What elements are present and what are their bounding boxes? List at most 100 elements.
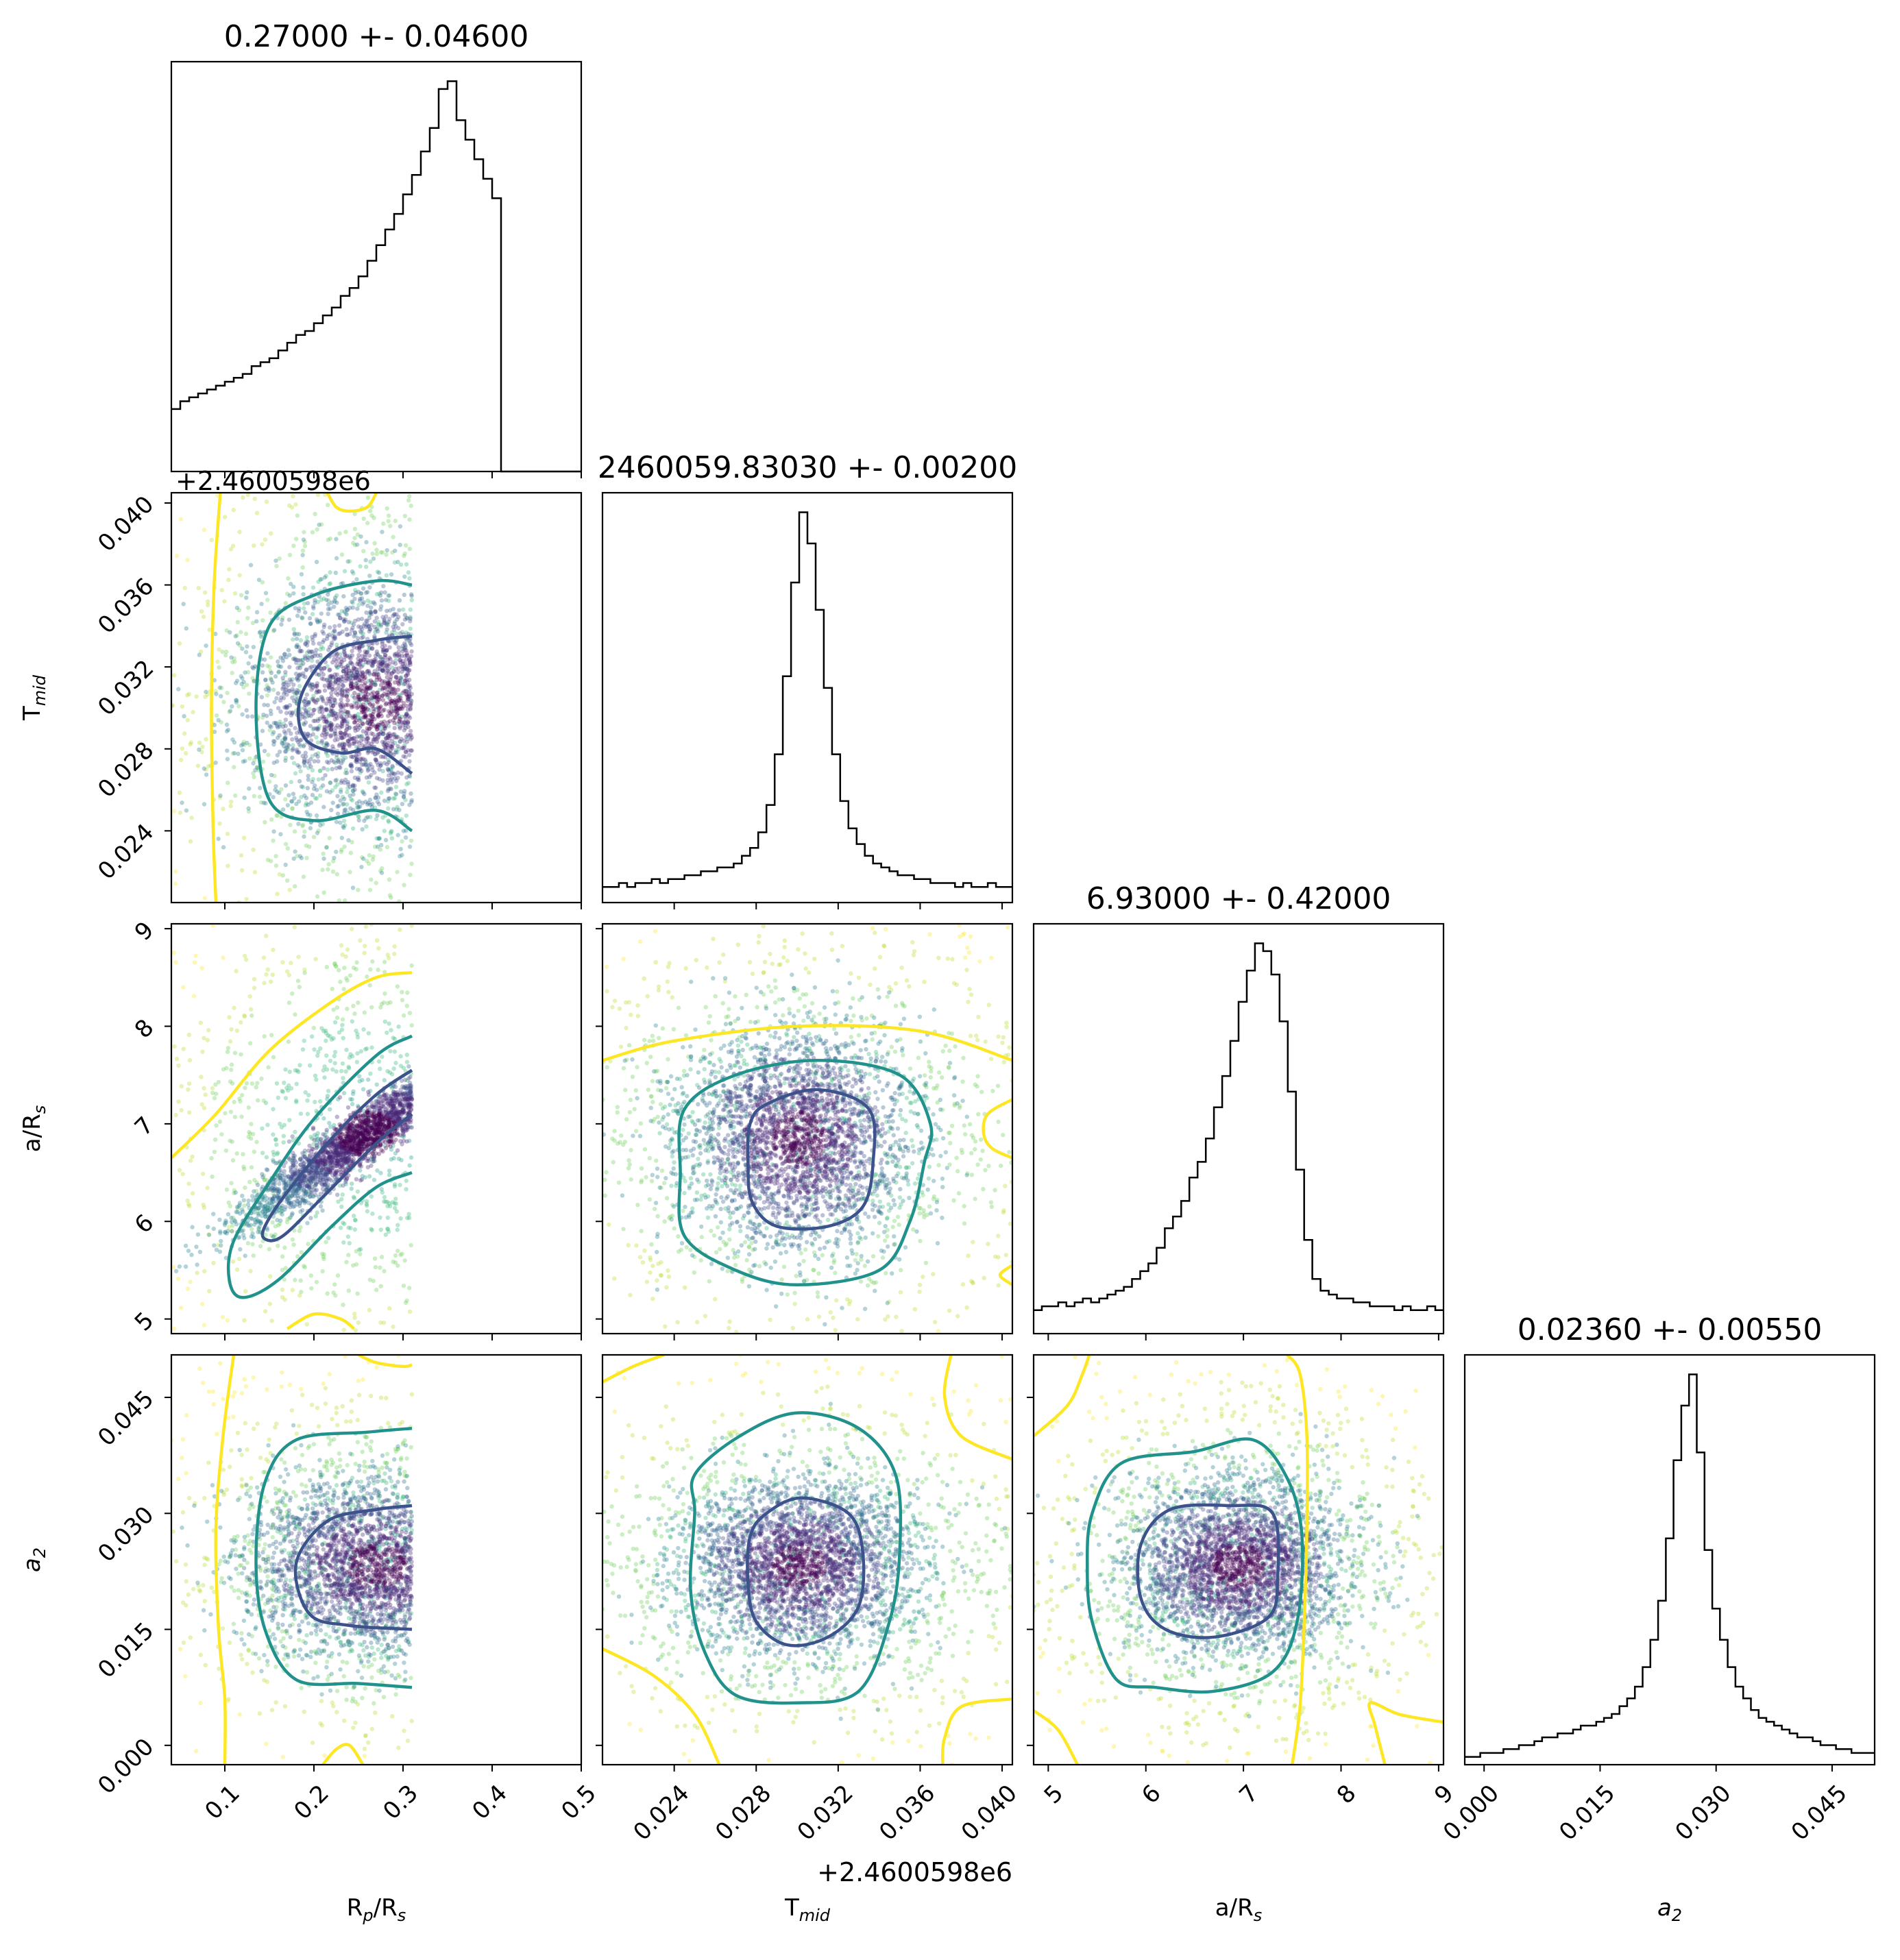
sample-point — [350, 885, 356, 890]
sample-point — [328, 674, 333, 679]
sample-point — [368, 626, 373, 632]
sample-point — [365, 815, 370, 820]
sample-point — [266, 1187, 271, 1192]
sample-point — [350, 668, 354, 674]
sample-point — [345, 1163, 350, 1168]
sample-point — [409, 1084, 413, 1089]
sample-point — [280, 1212, 284, 1217]
sample-point — [285, 846, 290, 851]
sample-point — [393, 1096, 398, 1101]
sample-point — [337, 662, 343, 667]
sample-point — [405, 680, 410, 685]
sample-point — [298, 1278, 303, 1283]
sample-point — [352, 645, 356, 650]
sample-point — [352, 526, 357, 531]
sample-point — [283, 1186, 288, 1190]
sample-point — [284, 711, 289, 715]
sample-point — [251, 761, 256, 766]
sample-point — [341, 818, 347, 824]
sample-point — [400, 1102, 404, 1107]
sample-point — [269, 1233, 274, 1238]
sample-point — [380, 668, 386, 674]
sample-point — [361, 1118, 365, 1123]
sample-point — [391, 624, 395, 629]
sample-point — [332, 1150, 337, 1155]
sample-point — [249, 1081, 254, 1086]
sample-point — [283, 724, 288, 728]
sample-point — [325, 634, 330, 639]
sample-point — [360, 670, 365, 675]
sample-point — [280, 1287, 285, 1293]
sample-point — [370, 646, 375, 651]
sample-point — [293, 1173, 297, 1177]
sample-point — [290, 1288, 295, 1293]
sample-point — [204, 644, 208, 648]
sample-point — [322, 1162, 327, 1167]
sample-point — [344, 1131, 349, 1136]
sample-point — [385, 767, 390, 772]
sample-point — [298, 658, 303, 663]
sample-point — [345, 789, 350, 795]
sample-point — [343, 1179, 348, 1185]
sample-point — [364, 618, 369, 623]
sample-point — [369, 659, 374, 664]
sample-point — [372, 681, 377, 686]
sample-point — [354, 718, 358, 723]
sample-point — [339, 735, 343, 740]
sample-point — [361, 706, 366, 711]
sample-point — [405, 667, 410, 672]
sample-point — [328, 1153, 332, 1159]
sample-point — [346, 1144, 352, 1150]
sample-point — [346, 1138, 352, 1144]
sample-point — [402, 648, 407, 652]
sample-point — [382, 1143, 387, 1149]
sample-point — [362, 687, 367, 691]
sample-point — [295, 665, 300, 670]
sample-point — [352, 634, 356, 639]
sample-point — [224, 728, 230, 734]
sample-point — [369, 1045, 374, 1050]
sample-point — [345, 711, 351, 716]
sample-point — [363, 924, 369, 929]
sample-point — [386, 1118, 391, 1123]
sample-point — [378, 1005, 383, 1010]
sample-point — [398, 1101, 403, 1106]
sample-point — [354, 759, 359, 765]
sample-point — [365, 660, 370, 665]
sample-point — [408, 1086, 413, 1090]
sample-point — [337, 1095, 343, 1100]
sample-point — [348, 631, 352, 637]
sample-point — [339, 849, 344, 855]
sample-point — [409, 503, 413, 509]
sample-point — [374, 1113, 378, 1118]
sample-point — [376, 622, 382, 628]
sample-point — [280, 873, 285, 878]
sample-point — [263, 1206, 268, 1211]
sample-point — [355, 777, 361, 782]
sample-point — [354, 960, 359, 965]
sample-point — [176, 1099, 181, 1104]
sample-point — [371, 702, 376, 707]
sample-point — [319, 644, 324, 649]
sample-point — [349, 670, 354, 676]
sample-point — [333, 690, 338, 696]
sample-point — [407, 1090, 412, 1094]
sample-point — [218, 1231, 223, 1236]
sample-point — [339, 1068, 344, 1074]
sample-point — [336, 1141, 341, 1146]
sample-point — [181, 602, 186, 607]
sample-point — [383, 1097, 388, 1101]
sample-point — [311, 707, 316, 713]
sample-point — [266, 685, 271, 690]
sample-point — [404, 677, 409, 683]
sample-point — [313, 632, 318, 637]
sample-point — [271, 1188, 276, 1193]
sample-point — [405, 707, 411, 712]
sample-point — [324, 759, 330, 764]
sample-point — [367, 797, 373, 803]
sample-point — [349, 1135, 354, 1140]
sample-point — [254, 1140, 259, 1144]
sample-point — [367, 653, 372, 658]
sample-point — [326, 611, 330, 616]
sample-point — [395, 776, 400, 781]
